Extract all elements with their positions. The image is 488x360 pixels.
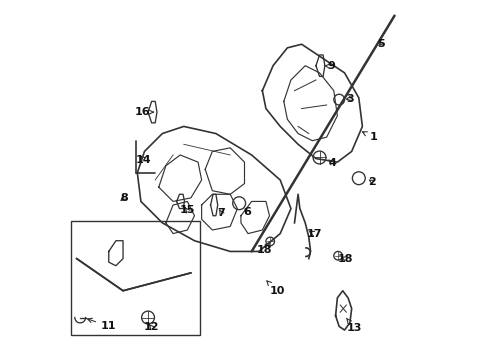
- Text: 12: 12: [143, 322, 159, 332]
- Text: 1: 1: [362, 132, 376, 142]
- Text: 17: 17: [306, 229, 321, 239]
- Text: 7: 7: [217, 208, 224, 218]
- Text: 4: 4: [327, 158, 335, 168]
- Text: 15: 15: [179, 205, 195, 215]
- Text: 3: 3: [346, 94, 353, 104]
- Text: 5: 5: [376, 39, 384, 49]
- Text: 13: 13: [346, 318, 362, 333]
- Text: 18: 18: [337, 253, 352, 264]
- Text: 9: 9: [324, 62, 334, 71]
- Text: 6: 6: [243, 207, 251, 217]
- Text: 16: 16: [135, 107, 153, 117]
- Text: 11: 11: [87, 318, 116, 332]
- Text: 8: 8: [120, 193, 127, 203]
- Text: 10: 10: [266, 281, 285, 296]
- Text: 14: 14: [136, 155, 151, 165]
- Text: 2: 2: [368, 177, 375, 187]
- Text: 18: 18: [256, 242, 271, 255]
